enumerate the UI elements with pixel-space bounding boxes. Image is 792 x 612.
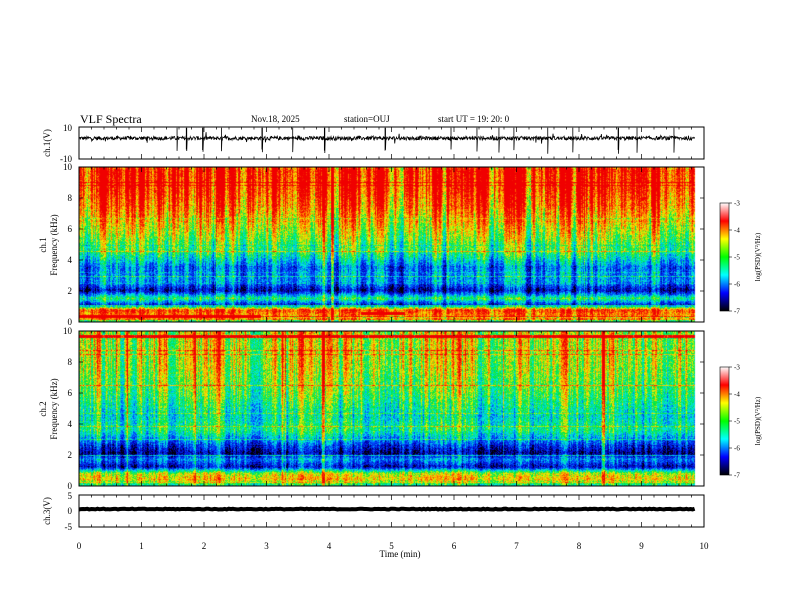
ch2-spectrogram-frame	[78, 330, 705, 487]
y-tick-label: 8	[68, 193, 73, 203]
ch1-spectrogram-frame	[78, 166, 705, 323]
ch1-colorbar-label: log(PSD)(V²/Hz)	[754, 232, 762, 281]
ch2-spectrogram-yticks: 0 2 4 6 8 10	[63, 326, 704, 491]
ch1-ytick-top: 10	[63, 123, 73, 133]
y-tick-label: 10	[63, 326, 73, 336]
ch2-colorbar-gradient	[719, 366, 730, 476]
x-tick-label: 3	[264, 541, 269, 551]
ch1-spectrogram-panel: 0 2 4 6 8 10 ch.1 Frequency (kHz) -3 -4 -5 -6 -7 …	[38, 162, 762, 327]
ch1-spec-ylabel-freq: Frequency (kHz)	[49, 214, 59, 275]
x-tick-label: 8	[577, 541, 582, 551]
ch1-spectrogram-image	[79, 167, 704, 322]
colorbar-tick-label: -4	[734, 391, 740, 399]
y-tick-label: 0	[68, 481, 73, 491]
y-tick-label: 0	[68, 317, 73, 327]
ch1-colorbar-ticks: -3 -4 -5 -6 -7	[729, 200, 740, 316]
colorbar-tick-label: -7	[734, 308, 740, 316]
ch2-spectrogram-image	[79, 331, 704, 486]
x-tick-label: 9	[639, 541, 644, 551]
x-tick-label: 7	[514, 541, 519, 551]
ch1-waveform-frame	[78, 126, 705, 160]
colorbar-tick-label: -6	[734, 281, 740, 289]
x-tick-label: 1	[139, 541, 144, 551]
ch3-waveform-frame	[78, 494, 705, 528]
colorbar-tick-label: -3	[734, 200, 740, 208]
ch3-waveform-line	[78, 506, 696, 512]
ch2-colorbar-ticks: -3 -4 -5 -6 -7	[729, 364, 740, 480]
time-axis-ticklabels: 0 1 2 3 4 5 6 7 8 9 10	[77, 541, 709, 551]
y-tick-label: 6	[68, 224, 73, 234]
station-label: station=OUJ	[344, 114, 390, 124]
time-axis-label: Time (min)	[380, 549, 421, 559]
ch3-ytick-mid: 0	[68, 506, 73, 516]
ch1-colorbar: -3 -4 -5 -6 -7 log(PSD)(V²/Hz)	[719, 200, 762, 316]
colorbar-tick-label: -3	[734, 364, 740, 372]
y-tick-label: 10	[63, 162, 73, 172]
ch3-waveform-panel: 5 0 -5 ch.3(V) 0 1 2 3 4 5 6 7 8 9 10 Time (min)	[42, 491, 709, 559]
ch3-ytick-bottom: -5	[65, 522, 73, 532]
ch1-axis-ticks	[78, 127, 705, 159]
chart-title: VLF Spectra	[80, 112, 142, 126]
ch2-colorbar: -3 -4 -5 -6 -7 log(PSD)(V²/Hz)	[719, 364, 762, 480]
ch3-ytick-top: 5	[68, 491, 73, 501]
ch2-spec-ylabel-channel: ch.2	[38, 401, 48, 416]
ch1-waveform-panel: 10 -10 ch.1(V)	[42, 123, 705, 164]
y-tick-label: 4	[68, 419, 73, 429]
colorbar-tick-label: -7	[734, 472, 740, 480]
colorbar-tick-label: -5	[734, 254, 740, 262]
ch3-ylabel: ch.3(V)	[42, 497, 52, 525]
ch1-ylabel: ch.1(V)	[42, 129, 52, 157]
y-tick-label: 6	[68, 388, 73, 398]
ch1-colorbar-gradient	[719, 202, 730, 312]
ch1-spectrogram-yticks: 0 2 4 6 8 10	[63, 162, 704, 327]
x-tick-label: 10	[700, 541, 710, 551]
x-tick-label: 5	[389, 541, 394, 551]
ch1-waveform-line	[78, 127, 696, 154]
y-tick-label: 8	[68, 357, 73, 367]
ch2-spec-ylabel-freq: Frequency (kHz)	[49, 378, 59, 439]
x-tick-label: 2	[202, 541, 207, 551]
y-tick-label: 4	[68, 255, 73, 265]
ch1-ytick-bottom: -10	[60, 154, 72, 164]
colorbar-tick-label: -6	[734, 445, 740, 453]
start-time-label: start UT = 19: 20: 0	[438, 114, 510, 124]
colorbar-tick-label: -4	[734, 227, 740, 235]
x-tick-label: 6	[452, 541, 457, 551]
x-tick-label: 0	[77, 541, 82, 551]
ch2-spectrogram-panel: 0 2 4 6 8 10 ch.2 Frequency (kHz) -3 -4 -5 -6 -7 …	[38, 326, 762, 491]
date-label: Nov.18, 2025	[251, 114, 300, 124]
x-tick-label: 4	[327, 541, 332, 551]
y-tick-label: 2	[68, 286, 73, 296]
ch2-colorbar-label: log(PSD)(V²/Hz)	[754, 396, 762, 445]
colorbar-tick-label: -5	[734, 418, 740, 426]
ch1-spec-ylabel-channel: ch.1	[38, 237, 48, 252]
y-tick-label: 2	[68, 450, 73, 460]
